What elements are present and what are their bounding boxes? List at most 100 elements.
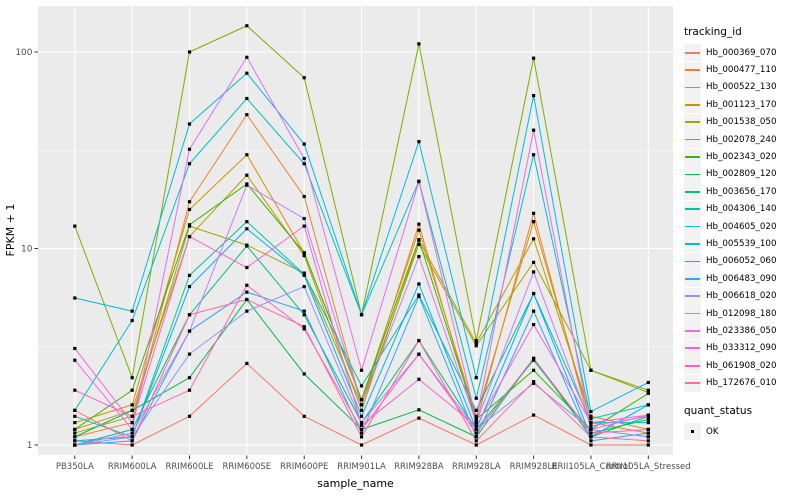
data-point — [302, 309, 306, 313]
data-point — [532, 356, 536, 360]
legend-entry-label: Hb_002343_020 — [706, 152, 777, 163]
data-point — [589, 439, 593, 443]
data-point — [73, 439, 77, 443]
data-point — [130, 388, 134, 392]
data-point — [589, 368, 593, 372]
legend-entry: Hb_000369_070 — [684, 44, 798, 62]
black-square-point-icon — [690, 429, 695, 434]
legend-entry: Hb_023386_050 — [684, 322, 798, 340]
legend-entry-label: Hb_005539_100 — [706, 238, 777, 249]
data-point — [245, 113, 249, 117]
data-point — [302, 414, 306, 418]
data-point — [245, 71, 249, 75]
axis-ticks — [34, 51, 649, 459]
data-point — [187, 414, 192, 418]
data-point — [245, 173, 249, 177]
data-point — [245, 96, 249, 101]
data-point — [589, 424, 593, 428]
data-point — [73, 358, 77, 362]
data-point — [417, 408, 421, 412]
legend-entry: Hb_001123_170 — [684, 96, 798, 114]
x-axis-title: sample_name — [317, 477, 394, 490]
series-color-line-icon — [685, 243, 700, 245]
data-point — [359, 423, 364, 427]
data-point — [646, 439, 650, 443]
series-color-line-icon — [685, 69, 700, 71]
data-point — [302, 325, 306, 329]
y-tick-label: 100 — [15, 48, 32, 58]
data-point — [245, 283, 249, 287]
legend-key — [684, 270, 701, 288]
legend-entry: Hb_002343_020 — [684, 148, 798, 166]
legend-key — [684, 200, 701, 218]
legend-key — [684, 322, 701, 340]
series-color-line-icon — [685, 156, 700, 158]
legend-entry-label: Hb_033312_090 — [706, 343, 777, 354]
data-point — [130, 431, 134, 435]
data-point — [532, 291, 536, 296]
data-point — [187, 313, 192, 317]
data-points — [73, 24, 650, 447]
series-color-line-icon — [685, 347, 700, 350]
x-tick-label: RRIM600LA — [108, 462, 157, 472]
data-point — [417, 237, 421, 242]
data-point — [73, 346, 77, 351]
data-point — [474, 408, 478, 412]
legend-key — [684, 183, 701, 201]
data-point — [474, 424, 478, 428]
legend-key — [684, 148, 701, 166]
data-point — [187, 50, 192, 54]
data-point — [589, 421, 593, 425]
data-point — [359, 368, 364, 372]
x-tick-label: PB350LA — [56, 462, 94, 472]
data-point — [302, 162, 306, 166]
quant-ok-key — [684, 423, 701, 440]
x-tick-label: RRIM901LA — [337, 462, 386, 472]
legend-entry-label: Hb_003656_170 — [706, 186, 777, 197]
data-point — [73, 408, 77, 412]
data-point — [187, 122, 192, 126]
x-tick-label: RRIM600LE — [166, 462, 214, 472]
data-point — [646, 413, 650, 417]
data-point — [646, 417, 650, 421]
legend-entries: Hb_000369_070 Hb_000477_110 Hb_000522_130 H… — [684, 44, 798, 392]
data-point — [474, 435, 478, 439]
data-point — [417, 254, 421, 259]
legend-entry-label: Hb_004605_020 — [706, 221, 777, 232]
data-point — [589, 427, 593, 432]
data-point — [302, 372, 306, 376]
data-point — [130, 318, 134, 323]
data-point — [73, 435, 77, 439]
series-color-line-icon — [685, 208, 700, 211]
legend-entry: Hb_006483_090 — [684, 270, 798, 288]
legend-key — [684, 218, 701, 236]
data-point — [245, 153, 249, 157]
legend-entry: Hb_033312_090 — [684, 339, 798, 357]
data-point — [187, 352, 192, 356]
data-point — [302, 216, 306, 221]
x-tick-label: RRIM600PE — [280, 462, 328, 472]
legend-entry-label: Hb_004306_140 — [706, 204, 777, 215]
data-point — [474, 376, 478, 380]
data-point — [532, 237, 536, 241]
legend-entry: Hb_004306_140 — [684, 200, 798, 218]
legend-key — [684, 131, 701, 149]
data-point — [532, 211, 536, 215]
data-point — [302, 284, 306, 289]
series-color-line-icon — [685, 364, 700, 367]
data-point — [245, 24, 249, 28]
data-point — [73, 296, 77, 300]
data-point — [187, 329, 192, 333]
legend-entry: Hb_000477_110 — [684, 61, 798, 79]
data-point — [417, 42, 421, 46]
data-point — [417, 338, 421, 343]
legend-key — [684, 252, 701, 270]
legend-entry-label: Hb_001538_050 — [706, 117, 777, 128]
data-point — [187, 234, 192, 239]
data-point — [474, 417, 478, 421]
legend-key — [684, 78, 701, 96]
data-point — [359, 408, 364, 412]
legend-entry-label: Hb_002078_240 — [706, 134, 777, 145]
legend-entry: Hb_006052_060 — [684, 252, 798, 270]
data-point — [532, 153, 536, 157]
